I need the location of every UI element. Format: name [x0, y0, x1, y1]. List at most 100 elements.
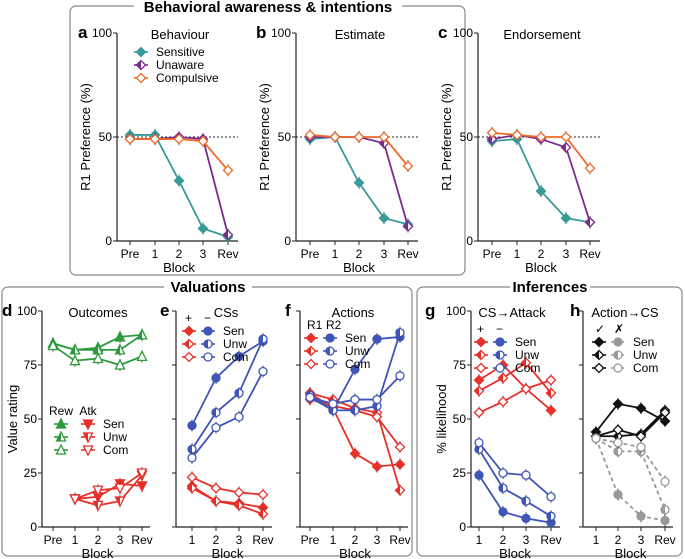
- legend-label: Sen: [633, 335, 654, 349]
- legend-marker: [203, 339, 213, 349]
- legend-marker: [325, 346, 335, 356]
- legend-marker: [135, 72, 147, 84]
- x-tick-label: Pre: [44, 533, 63, 547]
- legend-marker: [495, 363, 505, 373]
- data-point: [350, 364, 360, 374]
- legend-marker: [325, 359, 335, 369]
- panel-title: Estimate: [335, 27, 386, 42]
- series-line: [596, 409, 666, 438]
- legend-label: Com: [223, 350, 248, 364]
- data-point: [329, 131, 341, 143]
- legend-label: Unw: [515, 348, 539, 362]
- legend-marker: [82, 445, 94, 457]
- panel-letter: a: [78, 23, 88, 42]
- data-point: [124, 133, 136, 145]
- panel-title: Outcomes: [68, 305, 128, 320]
- data-point: [210, 495, 222, 507]
- y-tick-label: 100: [271, 26, 291, 40]
- data-point: [546, 492, 556, 502]
- x-tick-label: 1: [152, 247, 159, 261]
- series-line: [595, 411, 666, 438]
- data-point: [92, 500, 104, 512]
- data-point: [635, 402, 647, 414]
- series-line: [478, 442, 552, 498]
- data-point: [372, 401, 382, 411]
- panel-letter: f: [285, 301, 291, 320]
- series-line: [191, 338, 264, 450]
- data-point: [353, 177, 365, 189]
- data-point: [486, 127, 498, 139]
- series-Compulsive: [124, 133, 234, 177]
- x-tick-label: 1: [72, 533, 79, 547]
- data-point: [659, 415, 671, 427]
- x-tick-label: 2: [213, 533, 220, 547]
- series-+-Com: [186, 471, 269, 501]
- panel-letter: d: [2, 301, 12, 320]
- data-point: [69, 354, 81, 366]
- y-tick-label: 0: [105, 234, 112, 248]
- data-point: [304, 129, 316, 141]
- legend-label: Com: [633, 361, 658, 375]
- data-point: [497, 396, 509, 408]
- legend-marker: [305, 345, 317, 357]
- series-Sensitive: [124, 128, 234, 243]
- data-point: [636, 511, 646, 521]
- data-point: [535, 131, 547, 143]
- series-Unaware: [486, 128, 596, 229]
- data-point: [546, 511, 556, 521]
- legend-marker: [183, 351, 195, 363]
- data-point: [211, 422, 221, 433]
- panel-g: g CS→Attack 0 25 50 75 100 1 2 3 Rev Block % likelih…: [425, 301, 562, 559]
- data-point: [402, 160, 414, 172]
- legend-marker: [613, 337, 623, 347]
- data-point: [394, 441, 406, 453]
- data-point: [498, 468, 508, 478]
- legend-marker: [305, 332, 317, 344]
- data-point: [591, 433, 601, 444]
- legend-marker: [135, 59, 147, 71]
- data-point: [186, 482, 198, 494]
- x-tick-label: 1: [332, 247, 339, 261]
- data-point: [659, 407, 671, 418]
- x-axis-label: Block: [343, 260, 375, 275]
- data-point: [497, 372, 509, 384]
- data-point: [378, 131, 390, 143]
- x-tick-label: Rev: [131, 533, 152, 547]
- x-tick-label: Rev: [540, 533, 561, 547]
- panel-d: d Outcomes 0 25 50 75 100 Pre 1 2 3 Rev Block Value r…: [2, 301, 153, 559]
- data-point: [92, 485, 104, 497]
- data-point: [173, 133, 185, 145]
- panel-title: CSs: [214, 305, 239, 320]
- y-tick-label: 50: [460, 130, 474, 144]
- x-tick-label: Rev: [252, 533, 273, 547]
- legend-label: Sen: [515, 335, 536, 349]
- y-tick-label: 50: [453, 412, 467, 426]
- x-tick-label: 3: [200, 247, 207, 261]
- y-tick-label: 75: [24, 358, 38, 372]
- series-line: [478, 474, 552, 524]
- series-−-Sen: [187, 335, 268, 432]
- legend-column-header: R1: [307, 318, 323, 332]
- legend-marker: [475, 362, 487, 374]
- series-Atk-Com: [69, 467, 148, 506]
- data-point: [257, 508, 269, 520]
- x-tick-label: 3: [381, 247, 388, 261]
- legend-column-header: Atk: [79, 404, 97, 418]
- x-tick-label: Rev: [397, 247, 418, 261]
- data-point: [114, 496, 126, 508]
- data-point: [234, 412, 244, 422]
- x-axis-label: Block: [163, 260, 195, 275]
- data-point: [584, 216, 596, 228]
- data-point: [136, 328, 148, 340]
- data-point: [69, 343, 81, 355]
- data-point: [473, 374, 485, 386]
- y-tick-label: 0: [466, 234, 473, 248]
- data-point: [233, 499, 245, 511]
- x-tick-label: Pre: [483, 247, 502, 261]
- data-point: [473, 407, 485, 418]
- data-point: [521, 513, 531, 524]
- data-point: [69, 494, 81, 506]
- legend-marker: [325, 333, 335, 343]
- legend-column-header: −: [496, 322, 503, 336]
